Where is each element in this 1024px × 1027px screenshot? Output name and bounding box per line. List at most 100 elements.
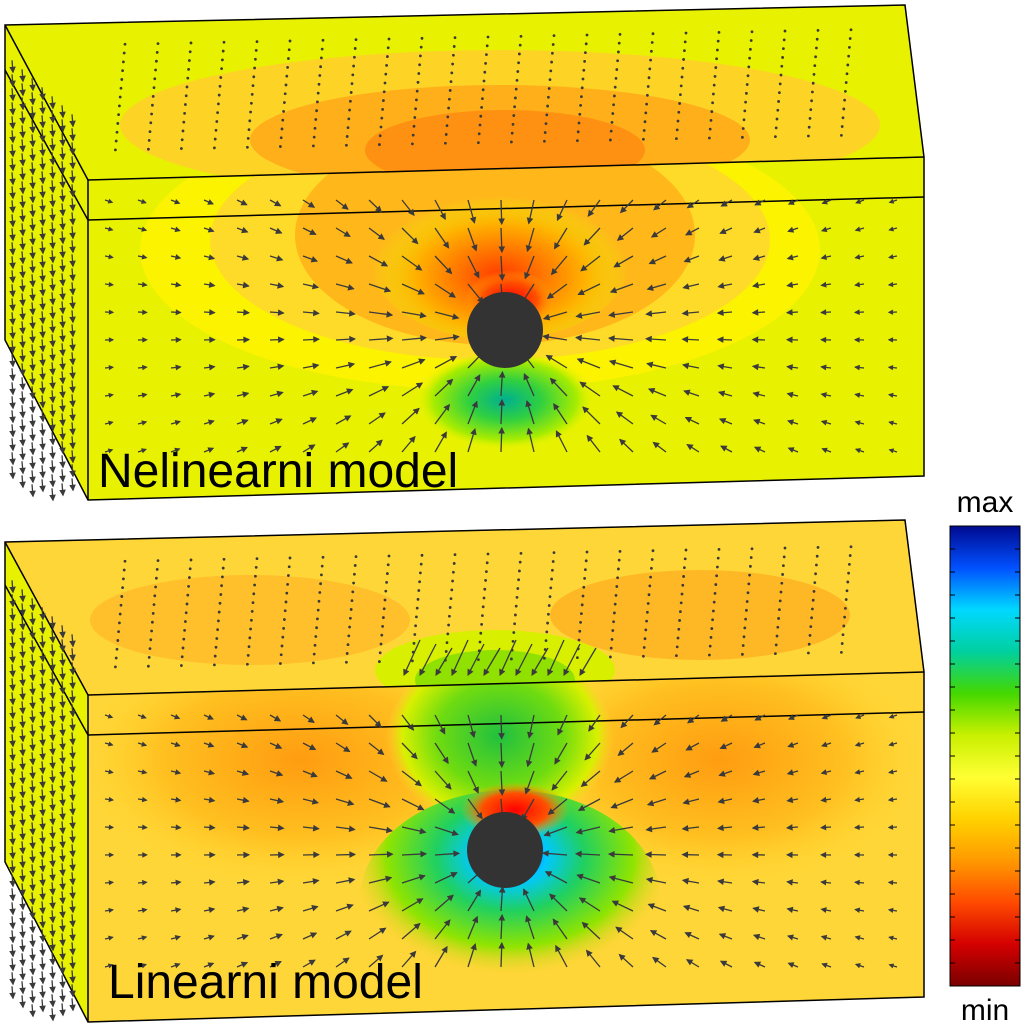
vector-dot: [411, 650, 415, 654]
vector-arrowhead: [59, 139, 66, 147]
vector-arrowhead: [682, 283, 690, 290]
vector-dot: [147, 664, 150, 668]
vector-arrowhead: [820, 364, 827, 371]
vector-arrowhead: [19, 243, 26, 251]
vector-dot: [318, 74, 322, 77]
vector-arrowhead: [751, 824, 759, 831]
vector-arrowhead: [348, 877, 356, 884]
vector-dot: [481, 88, 485, 92]
vector-dot: [186, 593, 190, 597]
vector-arrowhead: [59, 475, 66, 483]
vector-arrowhead: [786, 254, 794, 261]
vector-dot: [745, 600, 749, 603]
vector-dot: [750, 30, 754, 34]
vector-arrowhead: [29, 716, 36, 724]
vector-dot: [118, 95, 122, 99]
vector-dot: [188, 59, 191, 62]
vector-dot: [122, 577, 125, 581]
vector-dot: [675, 128, 679, 132]
vector-arrowhead: [448, 807, 456, 814]
vector-arrowhead: [471, 244, 478, 252]
vector-arrowhead: [19, 763, 26, 771]
vector-arrowhead: [308, 959, 316, 966]
vector-arrowhead: [49, 130, 56, 138]
vector-arrowhead: [59, 307, 66, 315]
vector-arrowhead: [577, 289, 585, 296]
vector-arrowhead: [542, 333, 550, 341]
vector-arrowhead: [473, 271, 480, 279]
vector-dot: [253, 583, 257, 587]
vector-arrowhead: [69, 640, 76, 648]
vector-dot: [709, 118, 713, 122]
vector-arrowhead: [276, 255, 284, 262]
vector-arrowhead: [39, 303, 46, 311]
vector-arrowhead: [9, 796, 16, 804]
vector-arrowhead: [69, 484, 76, 492]
vector-arrowhead: [19, 327, 26, 335]
vector-arrowhead: [9, 416, 16, 424]
vector-dot: [381, 624, 385, 628]
vector-dot: [847, 571, 850, 575]
vector-arrowhead: [19, 931, 26, 939]
vector-arrowhead: [19, 749, 26, 757]
vector-arrowhead: [49, 1014, 56, 1022]
vector-arrowhead: [682, 798, 690, 805]
vector-dot: [741, 127, 745, 130]
vector-arrowhead: [607, 850, 615, 858]
colorbar-ticks: [950, 548, 1020, 964]
vector-arrowhead: [549, 893, 557, 901]
vector-dot: [419, 45, 423, 49]
vector-arrowhead: [39, 415, 46, 423]
vector-dot: [780, 581, 784, 585]
vector-arrowhead: [108, 309, 115, 315]
vector-field: [9, 28, 898, 502]
vector-dot: [585, 550, 589, 554]
vector-dot: [386, 55, 389, 58]
vector-dot: [122, 60, 125, 64]
vector-arrowhead: [650, 231, 659, 238]
vector-arrowhead: [378, 412, 386, 419]
vector-arrowhead: [59, 827, 66, 835]
vector-arrowhead: [142, 824, 148, 831]
vector-dot: [848, 562, 851, 566]
vector-arrowhead: [19, 945, 26, 953]
vector-arrowhead: [29, 406, 36, 414]
vector-arrowhead: [619, 206, 627, 214]
vector-arrowhead: [242, 363, 250, 371]
vector-dot: [681, 66, 685, 70]
vector-arrowhead: [611, 900, 620, 907]
vector-arrowhead: [19, 131, 26, 139]
vector-arrowhead: [49, 790, 56, 798]
vector-arrowhead: [49, 762, 56, 770]
vector-arrowhead: [9, 740, 16, 748]
vector-arrowhead: [9, 628, 16, 636]
vector-dot: [584, 42, 588, 46]
vector-dot: [379, 125, 383, 129]
vector-arrowhead: [39, 725, 46, 733]
vector-arrowhead: [609, 286, 618, 294]
vector-arrowhead: [9, 122, 16, 130]
vector-arrowhead: [175, 364, 182, 371]
vector-arrowhead: [39, 373, 46, 381]
vector-arrowhead: [439, 212, 446, 221]
vector-dot: [646, 610, 649, 614]
vector-dot: [382, 99, 385, 102]
vector-arrowhead: [141, 226, 148, 232]
vector-dot: [280, 644, 284, 648]
vector-dot: [547, 87, 551, 90]
vector-arrowhead: [19, 383, 26, 391]
vector-arrowhead: [381, 386, 390, 393]
vector-dot: [840, 125, 844, 128]
vector-arrowhead: [49, 396, 56, 404]
vector-arrowhead: [498, 426, 505, 434]
vector-arrowhead: [579, 668, 586, 676]
vector-dot: [513, 105, 516, 109]
vector-dot: [650, 558, 654, 561]
vector-dot: [716, 48, 719, 52]
vector-dot: [220, 67, 224, 71]
vector-arrowhead: [576, 358, 585, 365]
vector-arrowhead: [29, 856, 36, 864]
vector-arrowhead: [407, 723, 415, 731]
vector-arrowhead: [552, 918, 560, 926]
vector-dot: [742, 635, 746, 639]
